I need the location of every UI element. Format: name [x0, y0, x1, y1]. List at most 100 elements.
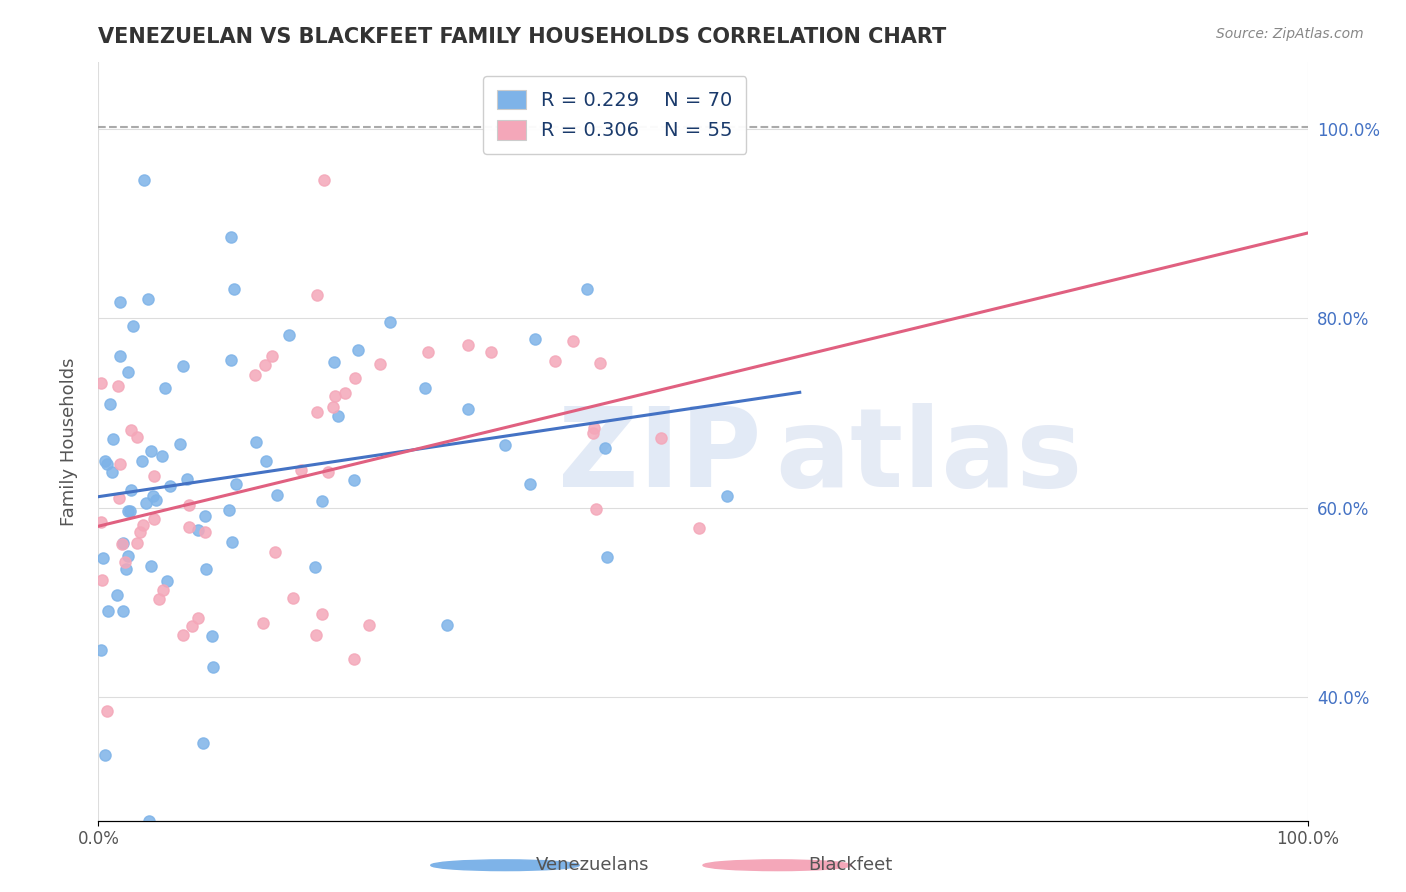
Point [494, 438, 516, 452]
Point [224, 282, 246, 296]
Point [110, 349, 132, 363]
Point [343, 473, 366, 487]
Point [139, 443, 162, 458]
Point [304, 560, 326, 574]
Point [305, 288, 328, 302]
Point [143, 469, 166, 483]
Point [107, 378, 129, 392]
Point [593, 441, 616, 455]
Point [108, 491, 131, 505]
Text: VENEZUELAN VS BLACKFEET FAMILY HOUSEHOLDS CORRELATION CHART: VENEZUELAN VS BLACKFEET FAMILY HOUSEHOLD… [98, 27, 946, 47]
Point [114, 555, 136, 569]
Point [582, 425, 605, 440]
Point [562, 334, 585, 348]
Point [98, 396, 121, 410]
Point [142, 489, 165, 503]
Point [201, 629, 224, 643]
Point [125, 535, 148, 549]
Point [278, 328, 301, 343]
Point [312, 173, 335, 187]
Point [193, 736, 215, 750]
Point [94, 747, 117, 762]
Point [380, 315, 402, 329]
Point [311, 607, 333, 621]
Point [132, 517, 155, 532]
Point [219, 230, 242, 244]
Point [138, 292, 160, 306]
Point [187, 610, 209, 624]
Point [114, 562, 136, 576]
Point [254, 358, 277, 372]
Point [90, 515, 112, 529]
Point [688, 520, 710, 534]
Point [202, 660, 225, 674]
Point [333, 385, 356, 400]
Point [519, 476, 541, 491]
Point [180, 618, 202, 632]
Point [194, 524, 217, 539]
Point [110, 294, 132, 309]
Point [225, 477, 247, 491]
Point [152, 449, 174, 463]
Point [254, 454, 277, 468]
Point [94, 453, 117, 467]
Point [138, 814, 160, 828]
Point [343, 370, 366, 384]
Point [305, 405, 328, 419]
Point [135, 496, 157, 510]
Legend: R = 0.229    N = 70, R = 0.306    N = 55: R = 0.229 N = 70, R = 0.306 N = 55 [484, 76, 747, 154]
Point [125, 430, 148, 444]
Point [148, 591, 170, 606]
Point [524, 332, 547, 346]
Point [325, 389, 347, 403]
Point [650, 431, 672, 445]
Point [153, 381, 176, 395]
Point [281, 591, 304, 606]
Point [368, 357, 391, 371]
Point [152, 583, 174, 598]
Point [172, 628, 194, 642]
Text: atlas: atlas [776, 403, 1083, 510]
Point [322, 401, 344, 415]
Point [252, 616, 274, 631]
Point [479, 345, 502, 359]
Point [105, 588, 128, 602]
Point [159, 478, 181, 492]
Point [290, 463, 312, 477]
Point [187, 523, 209, 537]
Point [316, 466, 339, 480]
Point [544, 353, 567, 368]
Point [413, 381, 436, 395]
Point [120, 423, 142, 437]
Point [120, 504, 142, 518]
Point [328, 409, 350, 423]
Point [582, 421, 605, 435]
Point [90, 376, 112, 391]
Point [90, 643, 112, 657]
Point [93, 550, 115, 565]
Text: Blackfeet: Blackfeet [808, 856, 893, 874]
Point [245, 434, 267, 449]
Point [103, 432, 125, 446]
Circle shape [703, 860, 852, 871]
Point [589, 356, 612, 370]
Point [322, 355, 344, 369]
Text: Source: ZipAtlas.com: Source: ZipAtlas.com [1216, 27, 1364, 41]
Point [169, 437, 191, 451]
Point [101, 465, 124, 479]
Point [343, 651, 366, 665]
Point [111, 537, 134, 551]
Point [91, 573, 114, 587]
Point [108, 457, 131, 471]
Text: Venezuelans: Venezuelans [536, 856, 650, 874]
Point [457, 338, 479, 352]
Point [585, 502, 607, 516]
Point [243, 368, 266, 382]
Point [346, 343, 368, 357]
Point [129, 524, 152, 539]
Point [134, 173, 156, 187]
Point [120, 483, 142, 497]
Point [218, 502, 240, 516]
Point [131, 454, 153, 468]
Point [266, 488, 288, 502]
